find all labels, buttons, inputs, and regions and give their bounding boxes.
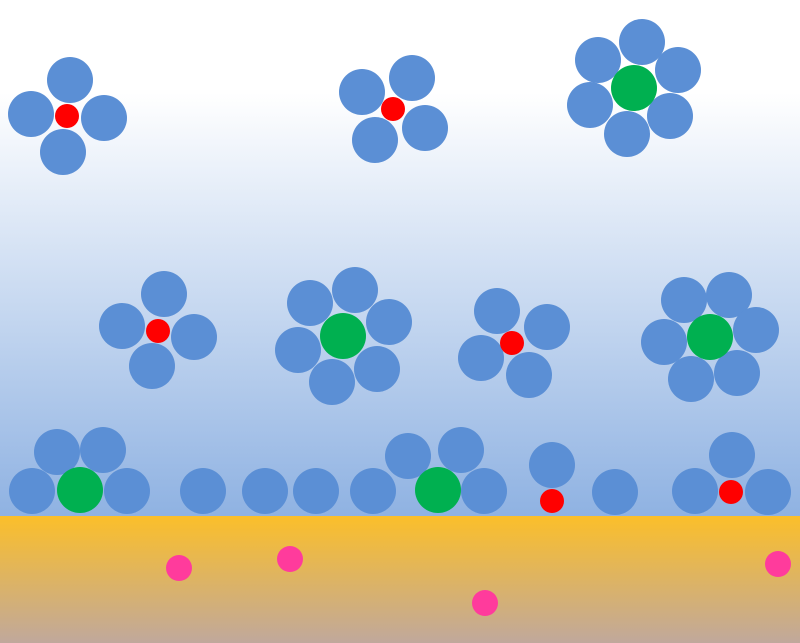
metal-ion-large — [320, 313, 366, 359]
ligand-sphere — [8, 91, 54, 137]
ligand-sphere — [474, 288, 520, 334]
ligand-sphere — [655, 47, 701, 93]
adsorbed-ligand-sphere — [592, 469, 638, 515]
ligand-sphere — [458, 335, 504, 381]
adsorbed-ligand-sphere — [529, 442, 575, 488]
ligand-sphere — [668, 356, 714, 402]
ligand-sphere — [339, 69, 385, 115]
complex-large-2 — [275, 267, 412, 405]
diffused-particle — [765, 551, 791, 577]
adsorbed-ligand-sphere — [461, 468, 507, 514]
metal-ion-small — [500, 331, 524, 355]
adsorbed-ligand-sphere — [180, 468, 226, 514]
ligand-sphere — [733, 307, 779, 353]
metal-ion-small — [55, 104, 79, 128]
ligand-sphere — [287, 280, 333, 326]
ligand-sphere — [171, 314, 217, 360]
ligand-sphere — [99, 303, 145, 349]
ligand-sphere — [661, 277, 707, 323]
metal-ion-small — [381, 97, 405, 121]
adsorbed-metal-ion-small — [719, 480, 743, 504]
adsorbed-ligand-sphere — [242, 468, 288, 514]
surface-substrate — [0, 516, 800, 643]
adsorbed-ligand-sphere — [293, 468, 339, 514]
ligand-sphere — [714, 350, 760, 396]
metal-ion-large — [611, 65, 657, 111]
metal-ion-large — [687, 314, 733, 360]
adsorbed-metal-ion-large — [415, 467, 461, 513]
adsorbed-ligand-sphere — [438, 427, 484, 473]
ligand-sphere — [402, 105, 448, 151]
adsorbed-ligand-sphere — [672, 468, 718, 514]
ligand-sphere — [309, 359, 355, 405]
adsorbed-ligand-sphere — [350, 468, 396, 514]
ligand-sphere — [366, 299, 412, 345]
adsorbed-ligand-sphere — [9, 468, 55, 514]
ligand-sphere — [506, 352, 552, 398]
substrate-particles — [166, 546, 791, 616]
ligand-sphere — [40, 129, 86, 175]
ligand-sphere — [604, 111, 650, 157]
complex-small-1 — [8, 57, 127, 175]
complex-large-1 — [567, 19, 701, 157]
complex-small-2 — [339, 55, 448, 163]
ligand-sphere — [641, 319, 687, 365]
adsorbed-ligand-sphere — [80, 427, 126, 473]
adsorbed-metal-ion-small — [540, 489, 564, 513]
ligand-sphere — [575, 37, 621, 83]
metal-ion-small — [146, 319, 170, 343]
adsorbed-ligand-sphere — [385, 433, 431, 479]
ligand-sphere — [524, 304, 570, 350]
ligand-sphere — [47, 57, 93, 103]
ligand-sphere — [352, 117, 398, 163]
ligand-sphere — [129, 343, 175, 389]
adsorbed-ligand-sphere — [104, 468, 150, 514]
complex-large-3 — [641, 272, 779, 402]
ligand-sphere — [647, 93, 693, 139]
diffused-particle — [472, 590, 498, 616]
adsorbed-metal-ion-large — [57, 467, 103, 513]
diffused-particle — [277, 546, 303, 572]
ligand-sphere — [354, 346, 400, 392]
complex-small-4 — [458, 288, 570, 398]
complex-small-3 — [99, 271, 217, 389]
adsorbed-ligand-sphere — [709, 432, 755, 478]
ligand-sphere — [275, 327, 321, 373]
ligand-sphere — [141, 271, 187, 317]
ligand-sphere — [706, 272, 752, 318]
adsorbed-ligand-sphere — [34, 429, 80, 475]
ligand-sphere — [81, 95, 127, 141]
ligand-sphere — [619, 19, 665, 65]
ligand-sphere — [567, 82, 613, 128]
adsorbed-ligand-sphere — [745, 469, 791, 515]
diffused-particle — [166, 555, 192, 581]
ligand-sphere — [332, 267, 378, 313]
ligand-sphere — [389, 55, 435, 101]
adsorbed-layer — [9, 427, 791, 515]
